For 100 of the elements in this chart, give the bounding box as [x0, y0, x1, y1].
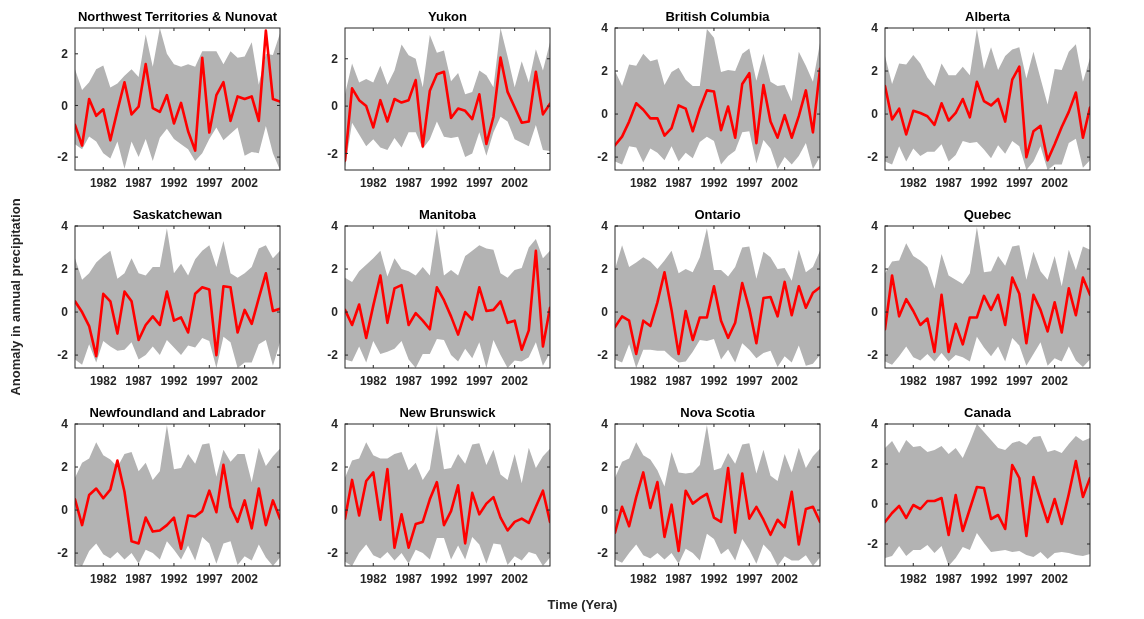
x-tick-label: 1992: [430, 176, 458, 190]
chart-title: British Columbia: [665, 9, 771, 24]
y-tick-label: 2: [601, 460, 609, 475]
y-tick-label: 4: [331, 417, 339, 432]
y-tick-label: 4: [61, 417, 69, 432]
y-tick-label: -2: [327, 348, 339, 363]
x-tick-label: 1982: [629, 374, 657, 388]
x-tick-label: 2002: [771, 176, 799, 190]
y-tick-label: 4: [871, 21, 879, 36]
x-tick-label: 1997: [735, 176, 763, 190]
y-tick-label: 0: [61, 503, 69, 518]
x-tick-label: 1987: [935, 176, 963, 190]
y-tick-label: 4: [331, 219, 339, 234]
line-series: [345, 249, 550, 352]
x-tick-label: 1982: [359, 176, 387, 190]
x-tick-label: 1997: [195, 374, 223, 388]
x-tick-label: 1982: [89, 572, 117, 586]
x-tick-label: 1992: [430, 572, 458, 586]
x-tick-label: 1992: [700, 176, 728, 190]
x-tick-label: 1982: [629, 176, 657, 190]
x-tick-label: 2002: [771, 374, 799, 388]
y-tick-label: 0: [871, 107, 879, 122]
y-tick-label: 0: [601, 503, 609, 518]
chart-title: Manitoba: [418, 207, 477, 222]
x-tick-label: 1997: [195, 176, 223, 190]
x-tick-label: 1982: [899, 572, 927, 586]
y-tick-label: 2: [61, 262, 69, 277]
x-tick-label: 1997: [465, 572, 493, 586]
x-tick-label: 1987: [395, 176, 423, 190]
x-tick-label: 1982: [89, 374, 117, 388]
x-tick-label: 1992: [430, 374, 458, 388]
x-tick-label: 1997: [465, 374, 493, 388]
x-tick-label: 2002: [231, 374, 259, 388]
y-tick-label: -2: [57, 348, 69, 363]
line-series: [885, 459, 1090, 538]
y-tick-label: -2: [327, 546, 339, 561]
chart-title: Alberta: [965, 9, 1011, 24]
y-tick-label: -2: [597, 348, 609, 363]
y-tick-label: -2: [597, 150, 609, 165]
x-tick-label: 1992: [700, 374, 728, 388]
y-tick-label: -2: [327, 146, 339, 161]
line-series: [885, 274, 1090, 354]
x-tick-label: 1987: [395, 572, 423, 586]
chart-title: Quebec: [963, 207, 1012, 222]
chart-title: Yukon: [427, 9, 468, 24]
chart-title: Canada: [964, 405, 1012, 420]
x-tick-label: 2002: [231, 572, 259, 586]
chart-title: Saskatchewan: [132, 207, 223, 222]
y-tick-label: 0: [871, 305, 879, 320]
y-tick-label: -2: [597, 546, 609, 561]
x-tick-label: 1997: [735, 374, 763, 388]
chart-title: New Brunswick: [399, 405, 497, 420]
x-tick-label: 1997: [195, 572, 223, 586]
x-tick-label: 2002: [771, 572, 799, 586]
x-tick-label: 2002: [1041, 374, 1069, 388]
x-tick-label: 1997: [1005, 176, 1033, 190]
y-tick-label: 2: [61, 47, 69, 62]
x-tick-label: 2002: [501, 572, 529, 586]
x-tick-label: 1992: [160, 176, 188, 190]
y-tick-label: 2: [871, 64, 879, 79]
chart-title: Nova Scotia: [680, 405, 756, 420]
y-tick-label: 4: [871, 219, 879, 234]
x-tick-label: 1982: [899, 176, 927, 190]
y-tick-label: 0: [61, 305, 69, 320]
y-tick-label: -2: [57, 150, 69, 165]
x-tick-label: 1987: [665, 572, 693, 586]
chart-title: Newfoundland and Labrador: [89, 405, 266, 420]
y-tick-label: 4: [61, 219, 69, 234]
y-tick-label: 0: [871, 497, 879, 512]
x-tick-label: 1997: [1005, 374, 1033, 388]
x-tick-label: 1997: [1005, 572, 1033, 586]
y-tick-label: 4: [601, 219, 609, 234]
y-tick-label: 2: [601, 64, 609, 79]
y-tick-label: -2: [867, 150, 879, 165]
y-tick-label: -2: [867, 348, 879, 363]
y-tick-label: -2: [867, 537, 879, 552]
y-tick-label: 0: [331, 503, 339, 518]
x-tick-label: 1992: [970, 176, 998, 190]
x-tick-label: 1982: [629, 572, 657, 586]
y-tick-label: 2: [601, 262, 609, 277]
y-tick-label: 2: [61, 460, 69, 475]
y-tick-label: 4: [601, 417, 609, 432]
x-tick-label: 1997: [465, 176, 493, 190]
y-tick-label: 0: [601, 305, 609, 320]
y-tick-label: 2: [871, 457, 879, 472]
line-series: [885, 65, 1090, 162]
x-tick-label: 1982: [899, 374, 927, 388]
x-tick-label: 1987: [935, 572, 963, 586]
x-tick-label: 1987: [395, 374, 423, 388]
y-tick-label: -2: [57, 546, 69, 561]
line-series: [75, 459, 280, 551]
x-tick-label: 1982: [359, 572, 387, 586]
chart-title: Ontario: [694, 207, 741, 222]
x-tick-label: 2002: [231, 176, 259, 190]
y-tick-label: 4: [871, 417, 879, 432]
x-tick-label: 1992: [970, 374, 998, 388]
x-tick-label: 1987: [125, 572, 153, 586]
x-tick-label: 2002: [501, 374, 529, 388]
y-tick-label: 2: [331, 262, 339, 277]
y-tick-label: 0: [331, 305, 339, 320]
